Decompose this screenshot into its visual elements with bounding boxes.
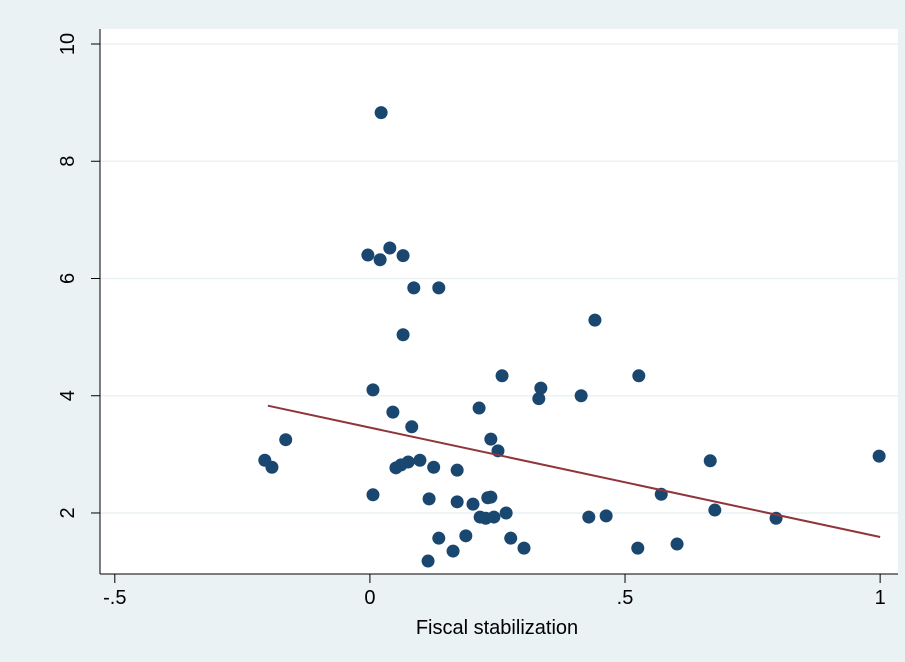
point: [427, 460, 441, 474]
point: [574, 389, 588, 403]
point: [422, 492, 436, 506]
point: [872, 449, 886, 463]
point: [401, 455, 415, 469]
point: [407, 281, 421, 295]
y-tick-label: 8: [57, 156, 79, 167]
point: [374, 106, 388, 120]
point: [703, 454, 717, 468]
x-tick-label: -.5: [103, 587, 126, 609]
x-axis-title: Fiscal stabilization: [416, 617, 578, 639]
y-tick-label: 2: [57, 507, 79, 518]
point: [450, 495, 464, 509]
point: [487, 510, 501, 524]
point: [396, 328, 410, 342]
point: [504, 531, 518, 545]
point: [366, 488, 380, 502]
point: [450, 463, 464, 477]
point: [459, 529, 473, 543]
point: [366, 383, 380, 397]
point: [361, 248, 375, 262]
x-tick-label: .5: [617, 587, 634, 609]
point: [534, 381, 548, 395]
y-tick-label: 10: [57, 33, 79, 55]
point: [484, 432, 498, 446]
point: [670, 537, 684, 551]
point: [279, 433, 293, 447]
point: [432, 531, 446, 545]
point: [517, 541, 531, 555]
plot-area: [100, 29, 898, 574]
point: [386, 405, 400, 419]
x-tick-label: 1: [875, 587, 886, 609]
point: [265, 460, 279, 474]
point: [484, 490, 498, 504]
point: [405, 420, 419, 434]
point: [432, 281, 446, 295]
point: [708, 503, 722, 517]
y-tick-label: 4: [57, 390, 79, 401]
point: [472, 401, 486, 415]
point: [588, 313, 602, 327]
point: [599, 509, 613, 523]
point: [631, 541, 645, 555]
point: [532, 392, 546, 406]
point: [446, 544, 460, 558]
y-tick-label: 6: [57, 273, 79, 284]
x-tick-label: 0: [364, 587, 375, 609]
point: [632, 369, 646, 383]
point: [413, 453, 427, 467]
point: [495, 369, 509, 383]
point: [373, 253, 387, 267]
point: [396, 249, 410, 263]
point: [582, 510, 596, 524]
point: [466, 497, 480, 511]
point: [383, 241, 397, 255]
point: [421, 554, 435, 568]
fit-line: [267, 404, 881, 538]
point: [499, 506, 513, 520]
